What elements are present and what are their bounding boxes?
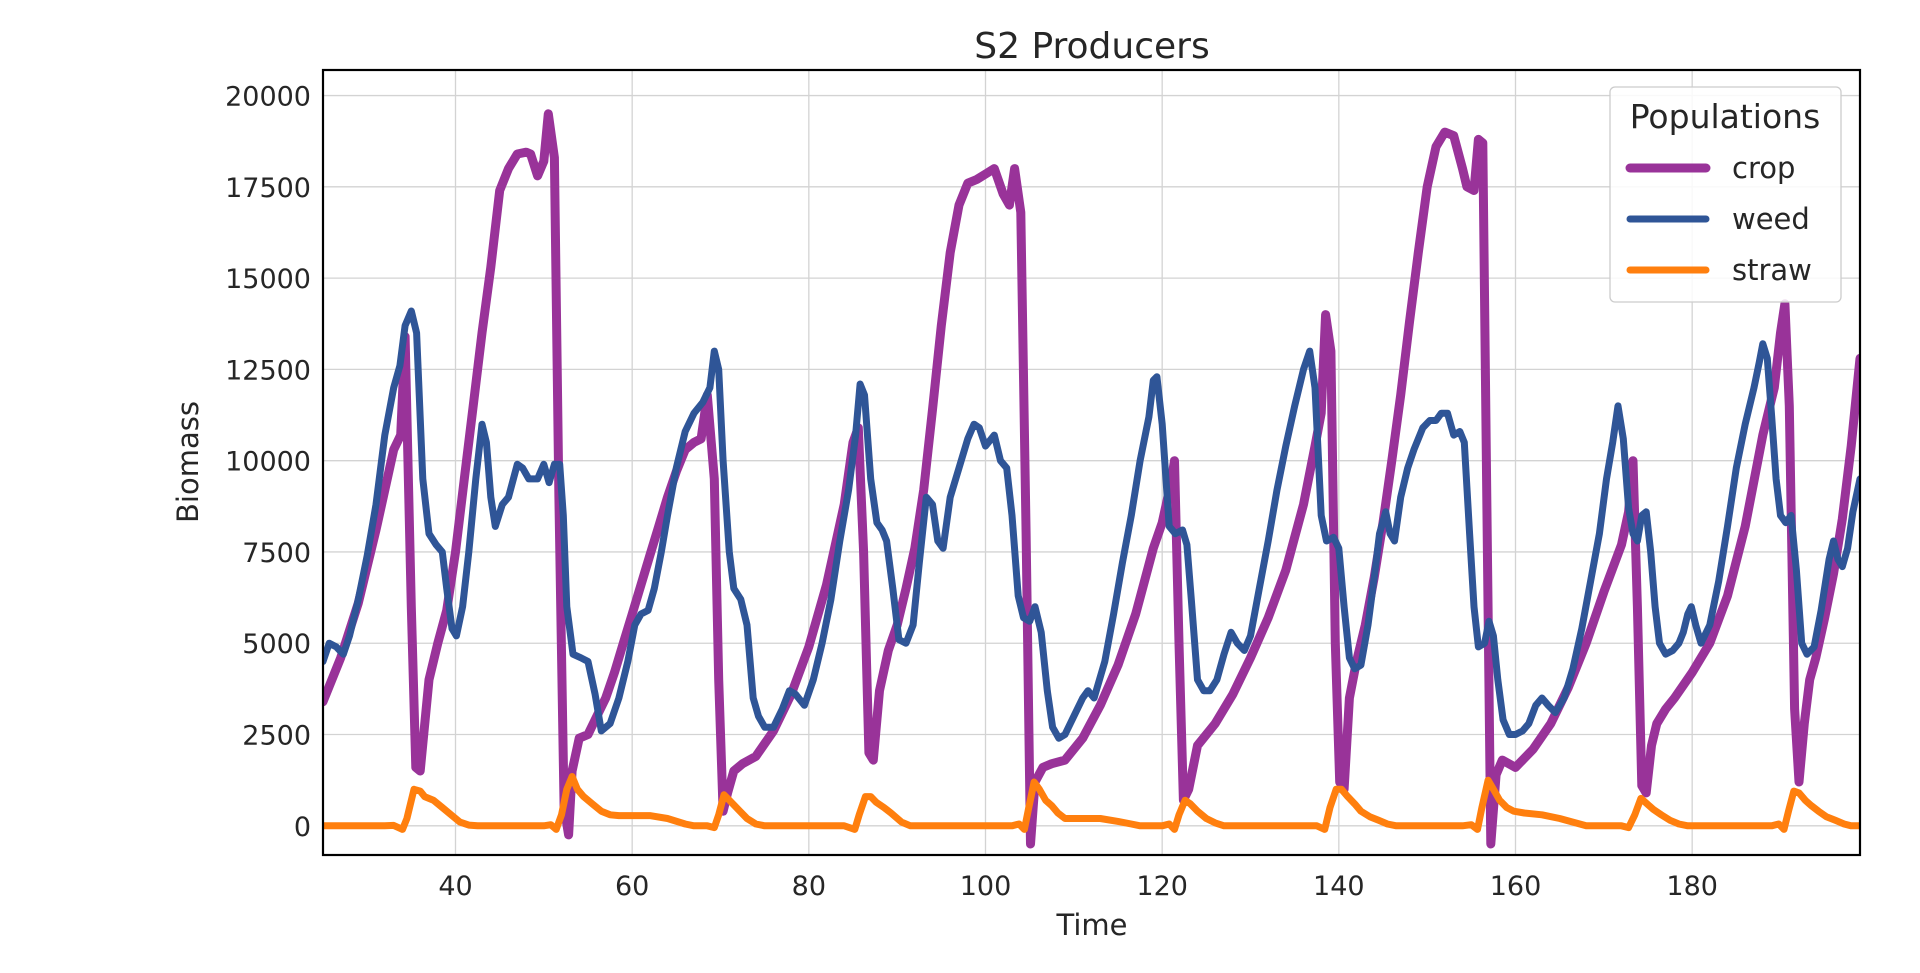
x-axis-ticks: 40 60 80 100 120 140 160 180 [438, 871, 1718, 902]
x-tick-label: 40 [438, 871, 472, 902]
series-line-weed [323, 307, 1860, 742]
y-tick-label: 12500 [225, 355, 311, 386]
y-tick-label: 17500 [225, 173, 311, 204]
series-line-straw [323, 773, 1860, 833]
chart-title: S2 Producers [974, 26, 1209, 67]
legend-item-weed: weed [1626, 202, 1810, 236]
legend-label: weed [1732, 202, 1810, 236]
legend-title: Populations [1630, 97, 1821, 136]
y-tick-label: 7500 [242, 538, 311, 569]
x-tick-label: 60 [615, 871, 649, 902]
y-axis-ticks: 0 2500 5000 7500 10000 12500 15000 17500 20000 [225, 82, 311, 843]
y-axis-title: Biomass [171, 401, 205, 523]
x-tick-label: 120 [1136, 871, 1188, 902]
y-tick-label: 20000 [225, 82, 311, 113]
legend-box [1609, 86, 1842, 303]
y-tick-label: 0 [294, 812, 311, 843]
y-tick-label: 5000 [242, 629, 311, 660]
legend-item-straw: straw [1626, 253, 1812, 287]
grid [323, 70, 1860, 855]
legend-label: crop [1732, 151, 1795, 185]
plot-frame [321, 68, 1862, 857]
series-lines [323, 109, 1860, 849]
x-tick-label: 160 [1490, 871, 1542, 902]
legend-label: straw [1732, 253, 1812, 287]
x-tick-label: 80 [792, 871, 826, 902]
legend-item-crop: crop [1625, 151, 1795, 185]
x-tick-label: 140 [1313, 871, 1365, 902]
y-tick-label: 2500 [242, 721, 311, 752]
legend-entries: crop weed straw [1625, 151, 1812, 287]
y-tick-label: 15000 [225, 264, 311, 295]
x-tick-label: 100 [960, 871, 1012, 902]
x-tick-label: 180 [1666, 871, 1718, 902]
x-axis-title: Time [1056, 908, 1128, 942]
legend: Populations crop weed straw [1609, 86, 1842, 303]
y-tick-label: 10000 [225, 447, 311, 478]
